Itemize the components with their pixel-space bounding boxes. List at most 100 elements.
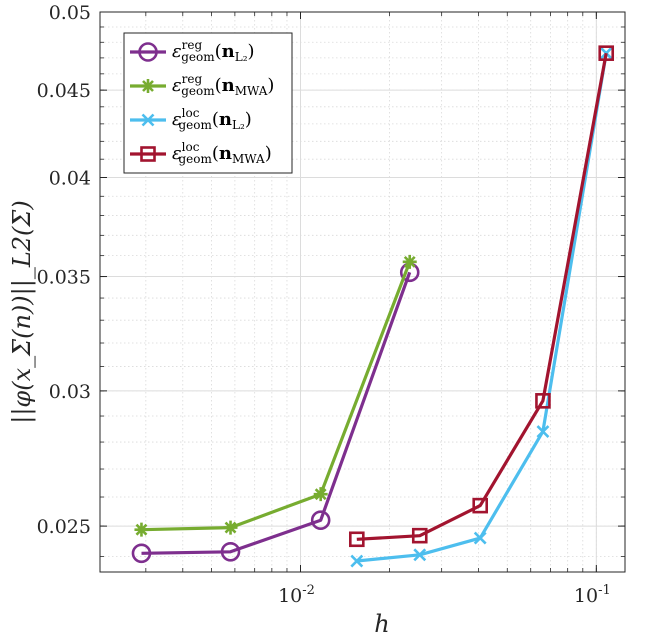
y-tick-labels: 0.025 0.03 0.035 0.04 0.045 0.05 [37,2,91,538]
circle-marker [138,42,158,62]
legend-entry: εreg geom(nL₂) [130,38,255,64]
x-tick-base: 10 [278,585,302,607]
square-marker-shape [535,393,551,409]
legend-paren-open: ( [215,41,222,62]
cross-marker-shape [473,531,487,545]
square-marker [598,45,615,61]
square-marker-shape [472,497,489,514]
y-tick-label: 0.025 [37,516,91,538]
square-marker [411,527,428,544]
y-tick-label: 0.03 [49,381,91,403]
legend-n-subscript: MWA [232,152,265,166]
circle-marker [310,510,331,530]
cross-marker-shape [141,113,155,127]
series-line [356,52,608,563]
series-line [356,52,608,541]
legend-epsilon: ε [172,41,182,62]
square-marker [472,497,489,514]
asterisk-marker [223,520,238,535]
series-layer [131,45,615,568]
legend-paren-open: ( [215,75,222,96]
cross-marker [536,425,550,438]
legend-n: n [222,75,235,96]
legend-n-subscript: L₂ [235,50,248,64]
square-marker [140,146,156,162]
y-tick-label: 0.04 [49,168,91,190]
legend-superscript: reg [182,38,203,52]
legend-box [123,32,293,174]
axis-ticks [100,11,625,572]
cross-marker [599,46,613,60]
legend-entry: εloc geom(nL₂) [130,106,252,132]
series-3 [350,46,613,568]
legend-entry: εreg geom(nMWA) [130,72,274,98]
cross-marker-shape [536,425,550,438]
square-marker-shape [140,146,156,162]
cross-marker-shape [413,548,427,562]
asterisk-marker [313,487,328,502]
legend: εreg geom(nL₂)εreg geom(nMWA)εloc geom(nL₂)… [123,32,293,174]
legend-superscript: reg [182,72,203,86]
asterisk-marker-shape [141,79,155,93]
series-2 [134,254,417,537]
square-marker-shape [411,527,428,544]
y-axis-title: ||φ(x_Σ(n))||_L2(Σ) [8,200,37,423]
x-tick-exponent: -1 [598,583,611,598]
legend-subscript: geom [178,118,212,132]
x-tick-label: 10-1 [574,583,611,607]
legend-epsilon: ε [172,109,182,130]
asterisk-marker [134,522,149,537]
series-1 [131,262,420,564]
y-tick-label: 0.05 [49,2,91,24]
circle-marker-shape [131,543,152,564]
series-line [141,271,412,555]
legend-subscript: geom [181,50,215,64]
legend-n: n [219,109,232,130]
cross-marker [141,113,155,127]
legend-paren-close: ) [245,109,252,130]
legend-n-subscript: L₂ [232,118,245,132]
legend-superscript: loc [182,140,200,154]
legend-paren-open: ( [212,143,219,164]
plot-area-frame [99,11,626,573]
cross-marker-shape [599,46,613,60]
legend-subscript: geom [178,152,212,166]
square-marker [535,393,551,409]
legend-label: εreg geom(nMWA) [172,72,274,98]
circle-marker [131,543,152,564]
legend-paren-open: ( [212,109,219,130]
asterisk-marker-shape [402,254,417,269]
circle-marker-shape [220,541,241,562]
x-tick-label: 10-2 [278,583,315,607]
cross-marker-shape [350,554,364,568]
legend-epsilon: ε [172,75,182,96]
legend-label: εreg geom(nL₂) [172,38,255,64]
asterisk-marker-shape [134,522,149,537]
cross-marker [413,548,427,562]
legend-paren-close: ) [248,41,255,62]
cross-marker [350,554,364,568]
square-marker [349,531,365,548]
legend-subscript: geom [181,84,215,98]
y-tick-label: 0.035 [37,267,91,289]
square-marker-shape [598,45,615,61]
circle-marker [220,541,241,562]
asterisk-marker [141,79,155,93]
x-tick-labels: 10-2 10-1 [278,583,611,607]
square-marker-shape [349,531,365,548]
legend-n: n [222,41,235,62]
legend-n-subscript: MWA [235,84,268,98]
legend-label: εloc geom(nMWA) [172,140,272,166]
circle-marker-shape [310,510,331,530]
asterisk-marker-shape [223,520,238,535]
legend-entry: εloc geom(nMWA) [130,140,272,166]
series-line [141,261,412,532]
legend-paren-close: ) [265,143,272,164]
x-tick-exponent: -2 [302,583,315,598]
legend-n: n [219,143,232,164]
asterisk-marker [402,254,417,269]
legend-paren-close: ) [267,75,274,96]
y-tick-label: 0.045 [37,80,91,102]
asterisk-marker-shape [313,487,328,502]
